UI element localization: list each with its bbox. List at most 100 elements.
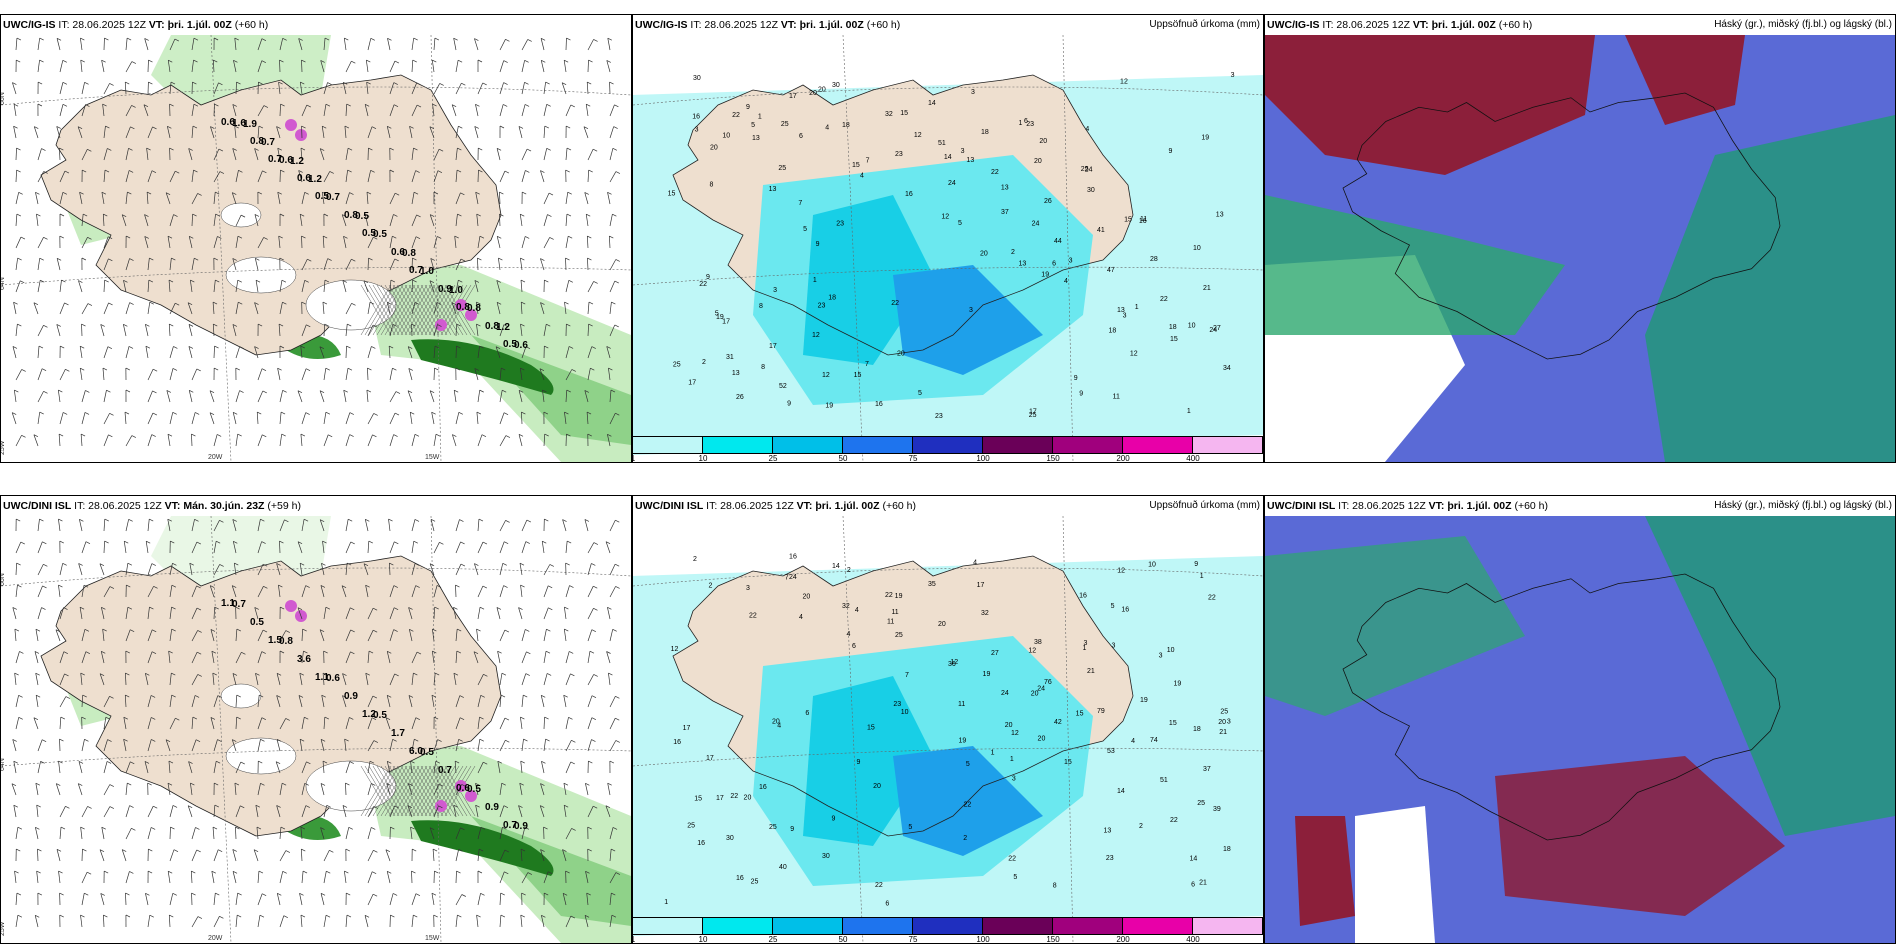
panel-variable-label: Háský (gr.), miðský (fj.bl.) og lágský (… [1714,15,1892,35]
wind-barb-flag [172,893,177,896]
wind-barb-flag [501,672,507,676]
wind-barb [367,783,372,796]
wind-barb-flag [415,717,420,720]
wind-barb-flag [327,82,332,85]
wind-barb [191,541,198,554]
wind-barb [169,171,176,183]
value-label: 18 [1223,846,1231,853]
wind-barb [209,412,215,425]
wind-barb-flag [565,257,570,261]
wind-barb-flag [65,805,70,809]
wind-barb-flag [16,169,21,173]
wind-barb [429,827,435,840]
wind-barb [543,651,547,664]
wind-barb-flag [568,346,574,349]
wind-barb [37,280,41,293]
wind-barb [35,827,39,840]
wind-barb-flag [20,541,25,545]
wind-barb [389,104,395,117]
wind-barb [144,761,149,774]
value-label: 22 [1160,296,1168,303]
value-label: 12 [1011,730,1019,737]
wind-barb-flag [36,694,41,698]
wind-barb-flag [349,434,354,437]
wind-barb-flag [16,518,21,522]
wind-barb-flag [476,411,482,415]
wind-barb [79,192,83,205]
wind-barb [498,258,501,271]
wind-barb-flag [278,235,283,239]
wind-barb-flag [302,870,308,874]
value-label: 53 [1107,748,1115,755]
colorbar-swatch [913,918,983,934]
wind-barb-flag [414,738,419,742]
wind-barb [12,739,17,752]
wind-barb-flag [518,607,523,610]
wind-barb-flag [109,413,114,416]
wind-barb-flag [349,192,354,195]
value-label: 0.5 [373,229,387,240]
wind-barb-flag [459,717,465,721]
wind-barb [562,519,567,532]
wind-barb-flag [564,628,569,632]
value-label: 5 [803,226,807,233]
iceland-landmass [40,74,502,356]
wind-barb-flag [387,651,392,654]
wind-barb [233,563,237,576]
wind-barb-flag [254,148,259,151]
wind-barb [59,673,65,686]
wind-barb-flag [325,103,331,107]
wind-barb [563,695,567,708]
wind-barb-flag [342,214,347,217]
wind-barb [169,346,174,359]
wind-barb [190,280,193,293]
wind-barb [103,346,109,359]
wind-barb [100,893,105,906]
wind-barb [539,805,545,818]
wind-barb-flag [108,434,113,438]
wind-barb-flag [323,650,328,654]
value-label: 20 [1218,719,1226,726]
wind-barb [59,563,64,576]
wind-barb-flag [393,607,399,611]
wind-barb-flag [122,849,127,852]
wind-barb-flag [432,848,438,852]
wind-barb [125,607,129,620]
wind-barb-flag [320,827,325,830]
wind-barb [499,412,505,425]
wind-barb [125,828,132,840]
wind-barb-flag [212,301,218,305]
wind-barb-flag [18,717,23,720]
value-label: 11 [958,701,965,708]
wind-barb [609,259,617,271]
value-label: 24 [1001,690,1009,697]
wind-barb-flag [474,368,479,371]
wind-barb [191,585,197,598]
wind-barb-flag [474,280,480,283]
wind-barb [499,673,503,686]
wind-barb [102,368,105,381]
wind-barb-flag [394,541,399,545]
value-label: 12 [1028,647,1036,654]
wind-barb-flag [344,37,349,41]
wind-barb [257,60,263,73]
wind-barb-flag [346,345,351,349]
wind-barb-flag [217,695,222,698]
wind-barb-flag [307,258,312,262]
wind-barb-flag [319,346,325,350]
wind-barb [364,214,369,227]
wind-barb [587,59,589,73]
wind-barb-flag [107,346,113,349]
wind-barb [521,519,528,532]
wind-barb-flag [58,518,63,522]
wind-barb [257,170,263,183]
colorbar-tick-label: 100 [976,935,990,944]
value-label: 15 [852,162,860,169]
wind-barb-flag [393,82,398,85]
wind-barb-flag [63,412,68,415]
wind-barb-flag [105,125,110,129]
precip-area [411,820,554,876]
wind-barb [147,258,150,271]
wind-barb [609,872,617,884]
wind-barb [276,893,281,906]
